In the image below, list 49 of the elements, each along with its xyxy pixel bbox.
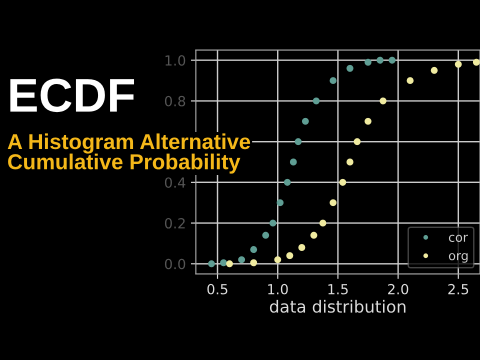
point <box>330 199 337 206</box>
point <box>226 260 234 268</box>
point <box>262 232 270 239</box>
point <box>208 260 215 268</box>
point <box>388 56 396 64</box>
point <box>364 58 372 66</box>
point <box>302 118 309 125</box>
y-tick-label: 0.4 <box>164 177 186 188</box>
x-tick-label: 0.5 <box>207 284 228 294</box>
point <box>472 58 480 66</box>
x-axis-title: data distribution <box>270 300 406 313</box>
point <box>310 232 318 239</box>
point <box>330 77 337 84</box>
point <box>312 97 320 104</box>
y-tick-label: 0.0 <box>164 258 186 270</box>
point <box>454 60 462 68</box>
legend-label: org <box>448 253 468 263</box>
point <box>376 56 384 64</box>
point <box>430 66 438 74</box>
text: A Histogram Alternative Cumulative Probability <box>8 133 250 174</box>
point <box>380 97 387 104</box>
point <box>286 252 294 260</box>
x-tick-label: 1.5 <box>328 284 348 294</box>
point <box>364 118 372 125</box>
y-tick-label: 0.8 <box>164 96 186 106</box>
point <box>294 138 302 146</box>
point <box>346 158 354 166</box>
y-tick-label: 0.2 <box>164 218 185 229</box>
point <box>269 220 276 227</box>
point <box>276 199 284 206</box>
y-tick-label: 1.0 <box>166 55 186 66</box>
x-tick-label: 2.0 <box>388 284 408 294</box>
point <box>319 220 326 227</box>
point <box>298 244 306 251</box>
point <box>250 246 258 254</box>
point <box>290 158 297 166</box>
point <box>238 256 246 264</box>
point <box>220 259 228 266</box>
point <box>274 256 282 264</box>
point <box>406 77 414 84</box>
legend-label: cor <box>448 234 468 242</box>
point <box>346 64 354 72</box>
point <box>339 178 346 186</box>
point <box>250 259 258 266</box>
x-tick-label: 2.5 <box>448 284 468 294</box>
chart-title: ECDF <box>10 78 134 112</box>
point <box>284 178 291 186</box>
point <box>354 138 361 146</box>
x-tick-label: 1.0 <box>268 284 288 294</box>
